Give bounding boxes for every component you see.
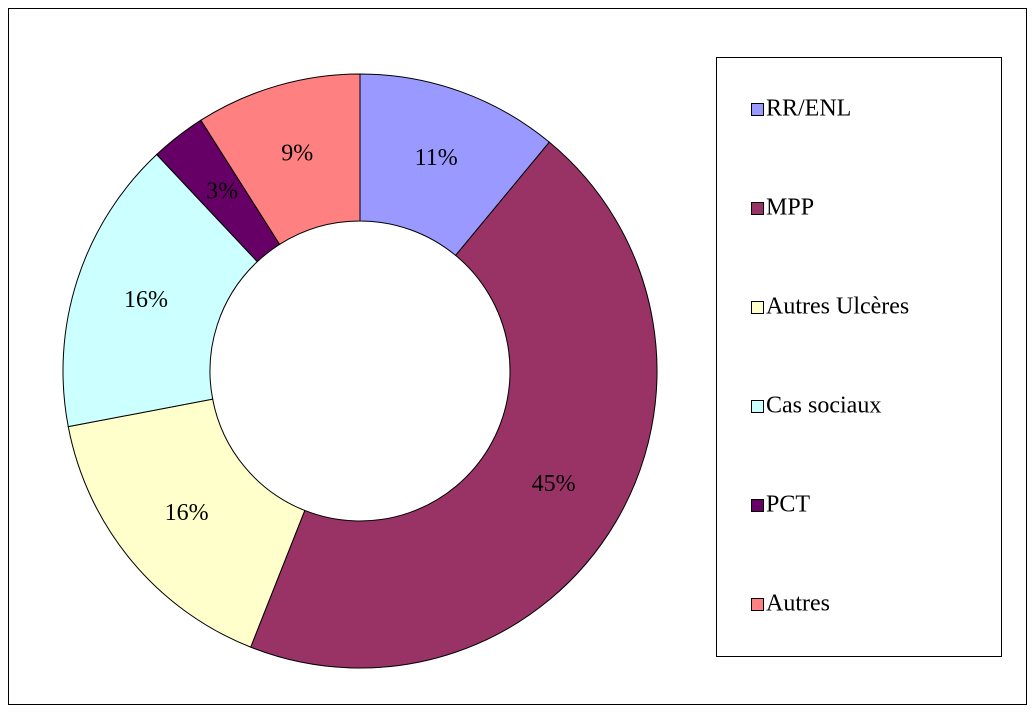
data-label: 45% [532, 471, 576, 497]
data-label: 11% [415, 145, 458, 171]
donut-segment [200, 73, 361, 246]
legend-label: PCT [766, 492, 810, 518]
data-label: 16% [165, 500, 209, 526]
legend-label: Autres [766, 591, 830, 617]
data-label: 16% [124, 287, 168, 313]
donut-segment [62, 153, 259, 428]
legend-swatch [751, 499, 764, 512]
legend-swatch [751, 598, 764, 611]
legend-label: MPP [766, 195, 814, 221]
donut-segment [67, 398, 306, 648]
legend-label: Cas sociaux [766, 393, 881, 419]
legend-box [716, 57, 1002, 657]
legend-label: RR/ENL [766, 96, 851, 122]
legend-swatch [751, 202, 764, 215]
data-label: 3% [206, 179, 238, 205]
legend-swatch [751, 103, 764, 116]
donut-segment [250, 141, 658, 669]
legend-swatch [751, 400, 764, 413]
data-label: 9% [281, 140, 313, 166]
legend-swatch [751, 301, 764, 314]
legend-label: Autres Ulcères [766, 294, 909, 320]
